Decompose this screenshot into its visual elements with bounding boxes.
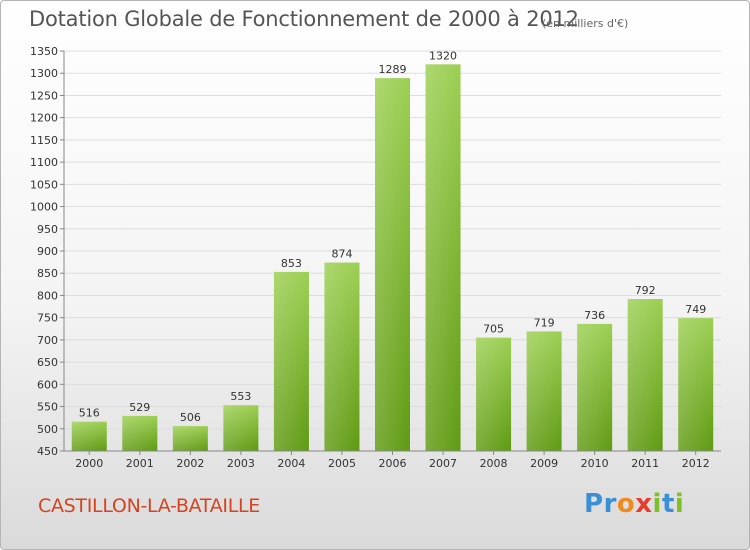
logo-letter: r [603, 489, 617, 519]
bar-shine [71, 421, 107, 451]
bar-shine [627, 299, 663, 451]
bar-shine [324, 262, 360, 451]
value-label: 736 [584, 309, 605, 322]
value-label: 874 [331, 248, 352, 261]
x-tick-label: 2010 [581, 457, 609, 470]
commune-name: CASTILLON-LA-BATAILLE [38, 495, 260, 517]
bar-shine [425, 64, 461, 452]
y-tick-label: 600 [37, 378, 58, 391]
bar-shine [476, 337, 512, 451]
bars [71, 64, 714, 452]
logo-letter: o [616, 489, 636, 519]
bar-shine [122, 415, 158, 451]
value-label: 553 [230, 390, 251, 403]
axes [60, 50, 721, 455]
y-tick-label: 1250 [30, 89, 58, 102]
value-label: 705 [483, 323, 504, 336]
x-tick-label: 2011 [631, 457, 659, 470]
logo-letter: x [635, 489, 653, 519]
y-tick-label: 850 [37, 267, 58, 280]
value-label: 749 [685, 303, 706, 316]
logo-letter: P [584, 489, 604, 519]
y-tick-label: 450 [37, 445, 58, 458]
x-tick-label: 2002 [176, 457, 204, 470]
logo-letter: i [652, 489, 662, 519]
value-label: 1320 [429, 49, 457, 62]
logo-letter: t [661, 489, 675, 519]
y-tick-label: 650 [37, 356, 58, 369]
value-label: 529 [129, 401, 150, 414]
x-tick-label: 2004 [277, 457, 305, 470]
x-tick-label: 2005 [328, 457, 356, 470]
x-tick-label: 2007 [429, 457, 457, 470]
y-tick-label: 1000 [30, 201, 58, 214]
y-tick-label: 550 [37, 401, 58, 414]
bar-shine [172, 426, 208, 451]
y-tick-label: 1100 [30, 156, 58, 169]
x-tick-label: 2009 [530, 457, 558, 470]
chart-subtitle: (en milliers d'€) [542, 17, 629, 30]
x-tick-label: 2000 [75, 457, 103, 470]
y-tick-label: 800 [37, 289, 58, 302]
x-tick-label: 2006 [379, 457, 407, 470]
bar-shine [273, 271, 309, 451]
labels: 450 500 550 600 650 700 750 800 850 900 950 1000 105… [30, 45, 710, 470]
y-tick-label: 900 [37, 245, 58, 258]
y-tick-label: 750 [37, 312, 58, 325]
bar-shine [375, 78, 410, 451]
bar-shine [577, 323, 613, 451]
value-label: 1289 [379, 63, 407, 76]
value-label: 719 [534, 316, 555, 329]
y-tick-label: 700 [37, 334, 58, 347]
value-label: 506 [180, 411, 201, 424]
value-label: 516 [79, 407, 100, 420]
bar-shine [678, 318, 714, 451]
value-label: 792 [635, 284, 656, 297]
x-tick-label: 2003 [227, 457, 255, 470]
y-tick-label: 1300 [30, 67, 58, 80]
proxiti-logo: Proxiti [584, 489, 684, 519]
y-tick-label: 500 [37, 423, 58, 436]
x-tick-label: 2012 [682, 457, 710, 470]
bar-shine [526, 331, 562, 451]
y-tick-label: 1350 [30, 45, 58, 58]
y-tick-label: 1200 [30, 112, 58, 125]
chart-title: Dotation Globale de Fonctionnement de 20… [29, 7, 579, 31]
x-tick-label: 2008 [480, 457, 508, 470]
bar-shine [223, 405, 259, 451]
x-tick-label: 2001 [126, 457, 154, 470]
logo-letter: i [674, 489, 685, 519]
value-label: 853 [281, 257, 302, 270]
y-tick-label: 950 [37, 223, 58, 236]
y-tick-label: 1050 [30, 178, 58, 191]
y-tick-label: 1150 [30, 134, 58, 147]
